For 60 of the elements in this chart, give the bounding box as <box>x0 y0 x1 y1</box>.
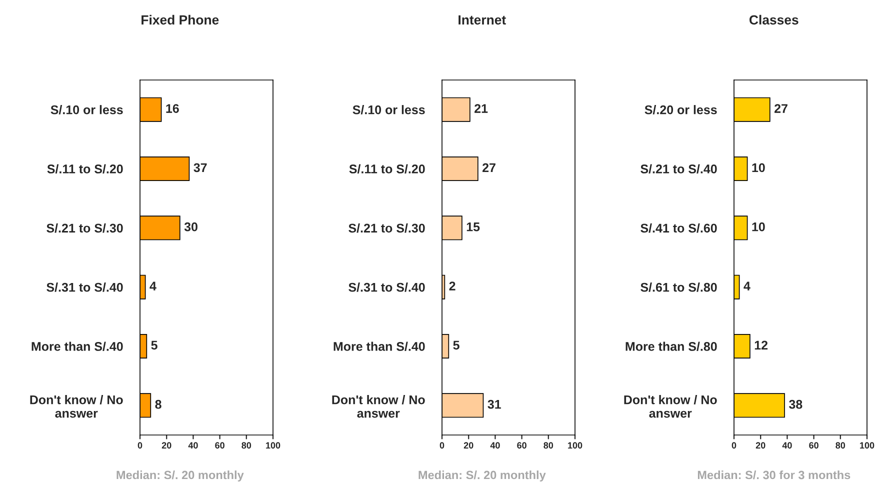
y-tick-label: Don't know / No answer <box>624 395 717 418</box>
data-label: 27 <box>774 104 788 113</box>
x-tick-label: 60 <box>809 442 818 449</box>
y-tick-label: S/.11 to S/.20 <box>349 164 425 174</box>
data-label: 4 <box>150 282 156 290</box>
x-tick-label: 100 <box>266 442 280 449</box>
y-tick-label: S/.31 to S/.40 <box>46 282 123 292</box>
x-tick-label: 80 <box>836 442 846 449</box>
data-label: 5 <box>151 340 158 350</box>
y-tick-label: S/.10 or less <box>50 105 123 114</box>
y-tick-label: More than S/.40 <box>334 342 425 352</box>
y-tick-label: S/.41 to S/.60 <box>640 223 717 233</box>
x-tick-label: 40 <box>188 442 198 449</box>
y-tick-label: S/.21 to S/.40 <box>640 164 717 174</box>
x-tick-label: 20 <box>162 442 172 449</box>
y-tick-label: S/.31 to S/.40 <box>348 282 425 292</box>
x-tick-label: 40 <box>782 442 792 449</box>
text: Median: S/. 20 monthly <box>418 470 546 482</box>
data-label: 12 <box>754 340 768 350</box>
x-tick-label: 20 <box>464 442 474 449</box>
data-label: 10 <box>752 222 765 232</box>
y-tick-label: S/.20 or less <box>644 105 717 114</box>
chart-title: Classes <box>750 14 798 25</box>
data-label: 2 <box>449 282 456 290</box>
y-tick-label: S/.61 to S/.80 <box>640 282 717 292</box>
x-tick-label: 40 <box>490 442 500 449</box>
x-tick-label: 100 <box>860 442 874 449</box>
x-tick-label: 100 <box>568 442 582 449</box>
y-tick-label: More than S/.80 <box>626 342 717 352</box>
x-tick-label: 0 <box>138 442 142 449</box>
data-label: 21 <box>474 104 488 113</box>
data-label: 16 <box>166 104 179 113</box>
x-tick-label: 80 <box>544 442 554 449</box>
data-label: 10 <box>752 163 765 172</box>
text: Median: S/. 30 for 3 months <box>698 470 850 480</box>
x-tick-label: 20 <box>756 442 766 449</box>
data-label: 5 <box>453 340 460 350</box>
x-tick-label: 0 <box>440 442 444 449</box>
data-label: 4 <box>744 282 750 290</box>
chart-title: Fixed Phone <box>142 14 219 25</box>
y-tick-label: S/.21 to S/.30 <box>348 223 425 233</box>
x-tick-label: 60 <box>215 442 224 449</box>
y-tick-label: S/.21 to S/.30 <box>46 223 123 233</box>
y-tick-label: More than S/.40 <box>32 342 123 352</box>
data-label: 38 <box>788 400 802 409</box>
data-label: 15 <box>466 222 480 232</box>
chart-title: Internet <box>458 15 506 25</box>
y-tick-label: S/.10 or less <box>352 105 425 114</box>
data-label: 30 <box>184 222 198 232</box>
y-tick-label: Don't know / No answer <box>332 395 425 418</box>
x-tick-label: 60 <box>517 442 526 449</box>
text: Median: S/. 20 monthly <box>116 470 244 482</box>
data-label: 31 <box>488 400 501 409</box>
y-tick-label: Don't know / No answer <box>30 395 123 418</box>
x-tick-label: 80 <box>242 442 252 449</box>
data-label: 37 <box>194 163 207 172</box>
y-tick-label: S/.11 to S/.20 <box>47 164 123 174</box>
data-label: 8 <box>155 400 162 409</box>
x-tick-label: 0 <box>732 442 736 449</box>
data-label: 27 <box>482 163 496 172</box>
